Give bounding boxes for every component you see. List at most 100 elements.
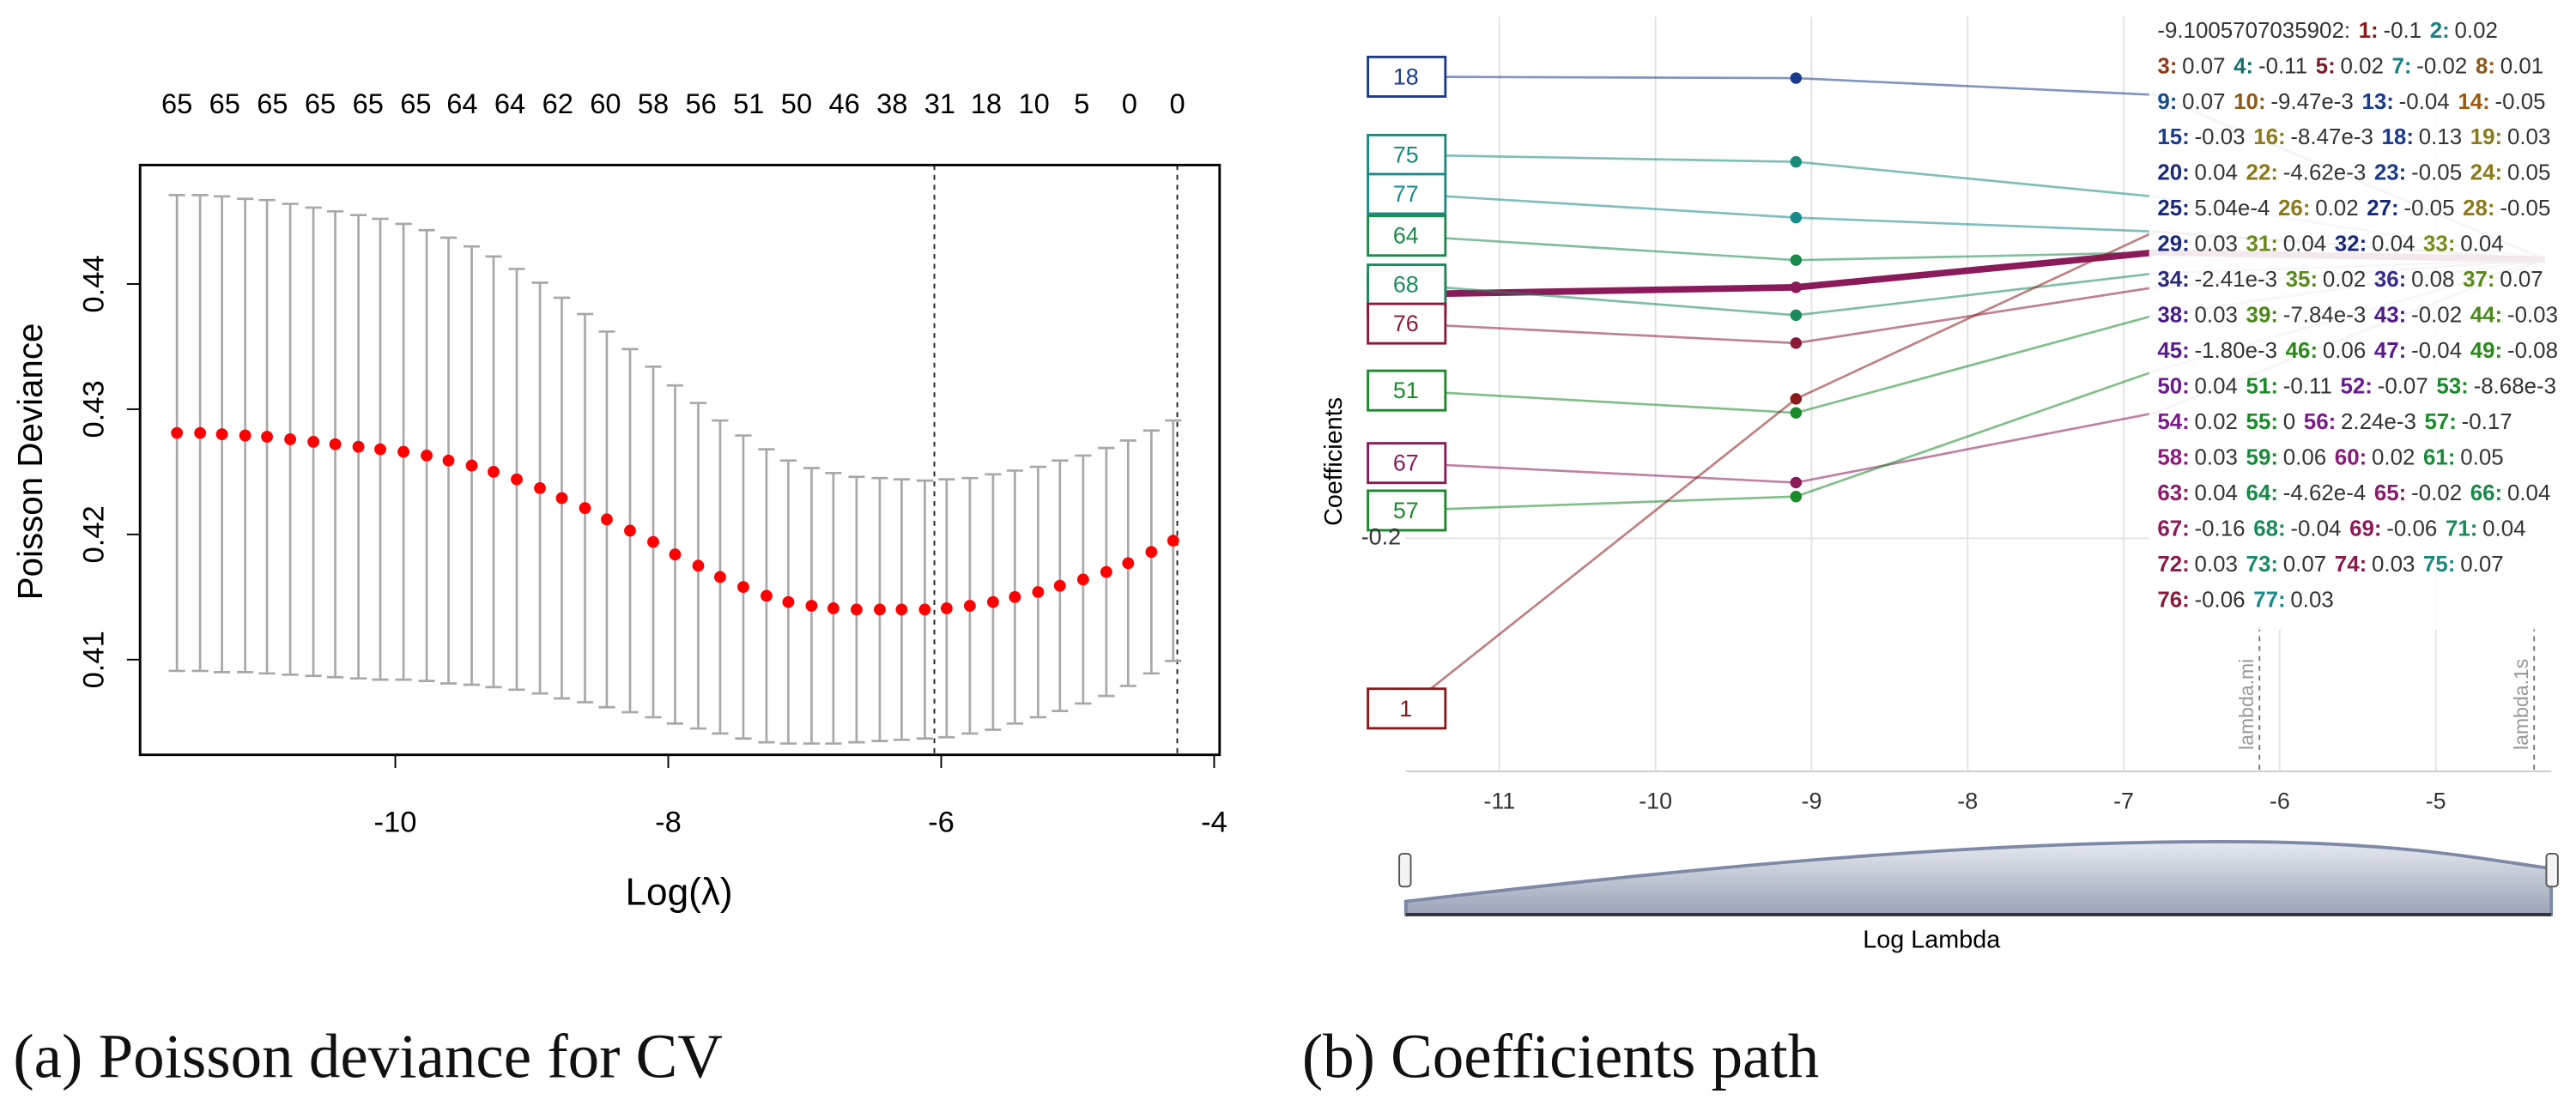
- series-label: 18: [1393, 63, 1419, 89]
- tooltip-name: 36:: [2374, 268, 2406, 292]
- y-axis-label: Poisson Deviance: [10, 323, 50, 601]
- tooltip-value: -0.05: [2403, 196, 2454, 221]
- point: [421, 449, 433, 462]
- tooltip-row: 58: 0.03 59: 0.06 60: 0.02 61: 0.05: [2157, 445, 2503, 469]
- tooltip-row: 45: -1.80e-3 46: 0.06 47: -0.04 49: -0.08: [2157, 339, 2558, 363]
- series-label-box: [1367, 133, 1447, 176]
- tooltip-name: 7:: [2392, 54, 2412, 78]
- point: [488, 465, 500, 478]
- coef-dot: [1790, 309, 1803, 322]
- tooltip-value: 0.08: [2411, 268, 2454, 292]
- top-tick-label: 51: [733, 88, 764, 119]
- series-label: 76: [1393, 311, 1419, 336]
- tooltip-name: 28:: [2463, 196, 2494, 221]
- tooltip-value: -0.03: [2507, 303, 2558, 327]
- top-tick-label: 0: [1169, 88, 1185, 119]
- top-tick-label: 62: [542, 88, 573, 119]
- point: [374, 443, 386, 456]
- point: [465, 459, 478, 472]
- plot-box: [138, 163, 1221, 757]
- tooltip-name: 45:: [2157, 339, 2189, 363]
- tooltip-value: 0.01: [2500, 54, 2543, 78]
- point: [647, 535, 659, 548]
- tooltip-name: 58:: [2157, 445, 2189, 469]
- point: [692, 559, 705, 572]
- tooltip-value: 0.04: [2195, 481, 2238, 505]
- coef-dot: [1790, 476, 1803, 489]
- point: [1009, 590, 1021, 603]
- coef-dot: [1790, 254, 1803, 266]
- path-chart: lambda.milambda.1s187577646568765167571-…: [1320, 9, 2559, 953]
- point: [1053, 579, 1066, 592]
- x-tick-label: -10: [1639, 788, 1672, 813]
- tooltip-name: 51:: [2246, 374, 2278, 398]
- y-tick-label: 0.41: [77, 631, 110, 688]
- point: [307, 435, 320, 448]
- tooltip-value: -0.05: [2500, 196, 2550, 221]
- point: [511, 473, 523, 486]
- tooltip-name: 23:: [2374, 161, 2406, 185]
- tooltip-row: -9.1005707035902: 1: -0.1 2: 0.02: [2157, 19, 2498, 43]
- tooltip-name: 27:: [2367, 196, 2398, 221]
- tooltip-value: 0.07: [2460, 553, 2503, 577]
- x-tick-label: -4: [1201, 806, 1227, 838]
- top-tick-label: 65: [209, 88, 240, 119]
- tooltip-value: -0.02: [2411, 303, 2462, 327]
- point: [850, 603, 863, 616]
- tooltip-row: 67: -0.16 68: -0.04 69: -0.06 71: 0.04: [2157, 517, 2525, 541]
- tooltip-row: 15: -0.03 16: -8.47e-3 18: 0.13 19: 0.03: [2157, 125, 2550, 149]
- series-label-box: [1367, 263, 1447, 306]
- top-tick-label: 46: [828, 88, 859, 119]
- tooltip-name: 5:: [2316, 54, 2336, 78]
- point: [194, 426, 207, 439]
- series-label: 77: [1393, 181, 1419, 207]
- point: [805, 600, 818, 612]
- x-tick-label: -6: [928, 806, 955, 838]
- coef-dot: [1790, 337, 1803, 349]
- point: [895, 603, 908, 616]
- tooltip-value: 0.03: [2290, 588, 2333, 612]
- tooltip-value: -9.47e-3: [2270, 90, 2354, 114]
- tooltip-value: -0.02: [2411, 481, 2462, 505]
- point: [1076, 573, 1089, 586]
- tooltip-value: -0.04: [2290, 517, 2341, 541]
- tooltip-name: 29:: [2157, 232, 2189, 256]
- tooltip-name: 37:: [2463, 268, 2494, 292]
- tooltip-value: -0.03: [2195, 125, 2246, 149]
- slider-handle[interactable]: [1398, 852, 1412, 888]
- point: [352, 440, 365, 453]
- top-tick-label: 58: [638, 88, 669, 119]
- tooltip-name: 25:: [2157, 196, 2189, 221]
- point: [1032, 586, 1045, 598]
- tooltip-name: 38:: [2157, 303, 2189, 327]
- point: [239, 429, 252, 442]
- point: [737, 581, 749, 594]
- tooltip-value: 0: [2283, 410, 2295, 434]
- series-label: 1: [1399, 696, 1412, 722]
- tooltip-name: 26:: [2278, 196, 2310, 221]
- series-label-box: [1367, 489, 1447, 532]
- tooltip-name: 32:: [2335, 232, 2367, 256]
- point: [261, 431, 273, 443]
- slider-handle[interactable]: [2545, 852, 2559, 888]
- tooltip-row: 20: 0.04 22: -4.62e-3 23: -0.05 24: 0.05: [2157, 161, 2550, 185]
- tooltip-value: -0.04: [2399, 90, 2450, 114]
- top-tick-label: 38: [876, 88, 907, 119]
- tooltip-value: 0.06: [2323, 339, 2366, 363]
- tooltip-name: 14:: [2458, 90, 2489, 114]
- tooltip-name: 75:: [2423, 553, 2455, 577]
- tooltip-value: -4.62e-3: [2283, 161, 2367, 185]
- x-axis-label: Log(λ): [625, 872, 732, 914]
- tooltip-row: 50: 0.04 51: -0.11 52: -0.07 53: -8.68e-3: [2157, 374, 2556, 398]
- tooltip-value: 0.04: [2460, 232, 2503, 256]
- point: [1145, 546, 1158, 559]
- tooltip-value: 0.02: [2195, 410, 2238, 434]
- tooltip-value: -0.02: [2416, 54, 2467, 78]
- tooltip-name: 33:: [2423, 232, 2455, 256]
- tooltip-value: 0.07: [2182, 90, 2225, 114]
- tooltip-name: 22:: [2246, 161, 2278, 185]
- tooltip-name: 72:: [2157, 553, 2189, 577]
- tooltip-name: 1:: [2359, 19, 2379, 43]
- x-tick-label: -6: [2270, 788, 2290, 813]
- lambda-label: lambda.mi: [2235, 659, 2258, 750]
